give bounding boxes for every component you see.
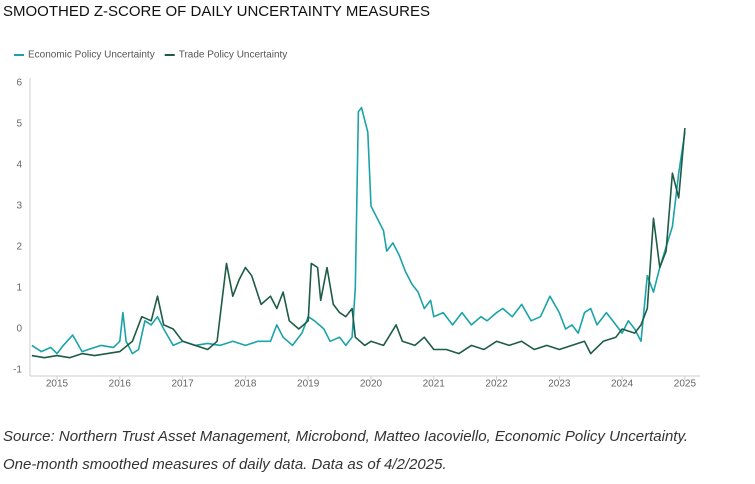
y-tick-label: 5 [16, 119, 22, 130]
y-tick-label: 1 [16, 283, 22, 294]
x-tick-label: 2024 [611, 379, 634, 390]
y-tick-label: 2 [16, 242, 22, 253]
data-note: One-month smoothed measures of daily dat… [3, 456, 447, 473]
y-tick-label: -1 [13, 365, 22, 376]
y-tick-label: 0 [16, 324, 22, 335]
y-tick-label: 3 [16, 201, 22, 212]
x-tick-label: 2019 [297, 379, 320, 390]
y-tick-label: 4 [16, 160, 22, 171]
x-tick-label: 2015 [46, 379, 69, 390]
series-line [31, 106, 686, 355]
x-tick-label: 2021 [423, 379, 446, 390]
legend-label: Trade Policy Uncertainty [179, 50, 288, 61]
x-tick-label: 2023 [548, 379, 571, 390]
x-tick-label: 2017 [171, 379, 194, 390]
legend-label: Economic Policy Uncertainty [28, 50, 155, 61]
x-tick-label: 2016 [109, 379, 132, 390]
chart-title: SMOOTHED Z-SCORE OF DAILY UNCERTAINTY ME… [3, 3, 430, 20]
x-tick-label: 2018 [234, 379, 257, 390]
y-tick-label: 6 [16, 78, 22, 89]
source-note: Source: Northern Trust Asset Management,… [3, 428, 688, 445]
x-tick-label: 2022 [485, 379, 508, 390]
series-line [31, 128, 686, 359]
x-tick-label: 2020 [360, 379, 383, 390]
x-tick-label: 2025 [674, 379, 697, 390]
